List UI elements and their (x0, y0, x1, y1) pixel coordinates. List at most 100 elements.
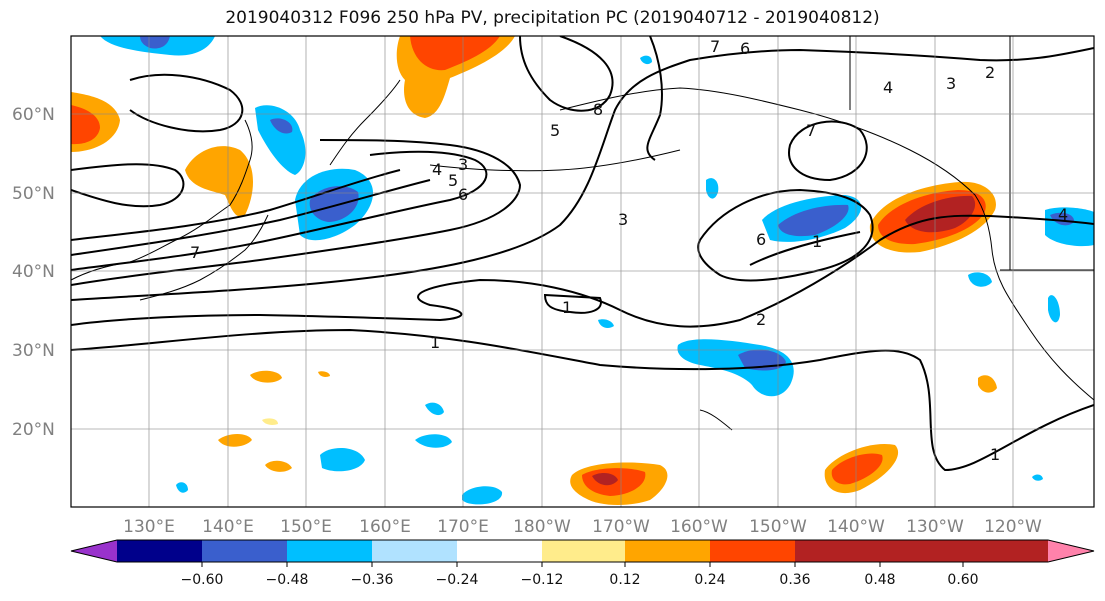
colorbar: −0.60 −0.48 −0.36 −0.24 −0.12 0.12 0.24 … (70, 539, 1095, 588)
lat-label: 50°N (12, 184, 55, 204)
lon-label: 180°W (513, 517, 571, 537)
lon-label: 150°E (280, 517, 332, 537)
precip-negative-patch (968, 272, 992, 287)
contour-label: 5 (550, 121, 560, 140)
precip-negative-patch (270, 118, 293, 134)
precip-positive-patch (905, 195, 976, 233)
map-frame (70, 35, 1095, 508)
precip-negative-patch (176, 482, 188, 493)
contour-label: 1 (430, 333, 440, 352)
lon-label: 160°E (359, 517, 411, 537)
precip-positive-patch (262, 418, 278, 425)
precip-negative-patch (462, 486, 503, 505)
pv-contour-arc (697, 188, 874, 282)
japan-coastline (139, 214, 269, 301)
colorbar-cell (202, 540, 287, 562)
colorbar-cell (795, 540, 880, 562)
lat-label: 30°N (12, 341, 55, 361)
precip-negative-patch (640, 55, 652, 65)
precip-negative-patch (778, 204, 849, 237)
lon-label: 140°W (827, 517, 885, 537)
colorbar-cell-last (880, 540, 963, 562)
colorbar-cell (542, 540, 625, 562)
precip-positive-patch (831, 453, 883, 485)
hawaii-islands (699, 409, 733, 431)
longitude-labels: 130°E 140°E 150°E 160°E 170°E 180°W 170°… (123, 517, 1042, 537)
precip-positive-patch (410, 36, 500, 71)
contour-label: 6 (756, 230, 766, 249)
colorbar-label: −0.48 (266, 572, 309, 588)
pv-contour-6 (71, 179, 431, 256)
contour-label: 2 (985, 63, 995, 82)
colorbar-extend-left (71, 540, 117, 562)
precip-negative-patch (425, 402, 444, 416)
lon-label: 140°E (202, 517, 254, 537)
colorbar-cell (457, 540, 542, 562)
contour-label: 1 (562, 298, 572, 317)
contour-label: 3 (946, 74, 956, 93)
north-america-borders (849, 36, 1094, 271)
graticule (71, 36, 1094, 507)
lon-label: 160°W (670, 517, 728, 537)
colorbar-labels: −0.60 −0.48 −0.36 −0.24 −0.12 0.12 0.24 … (181, 572, 979, 588)
colorbar-label: −0.12 (521, 572, 564, 588)
precip-negative-patch (1045, 207, 1094, 247)
contour-label: 8 (593, 100, 603, 119)
pv-contour-7 (71, 169, 401, 241)
contour-label: 4 (432, 160, 442, 179)
precip-positive-patch (218, 434, 252, 447)
contour-label: 3 (458, 155, 468, 174)
map-plot-area: 1 1 1 1 2 3 3 4 4 5 5 6 6 6 7 7 7 8 3 2 … (71, 36, 1094, 507)
colorbar-cells (117, 540, 880, 562)
pv-contour-5 (71, 150, 488, 271)
precip-positive-patch (250, 370, 282, 383)
precip-negative-patch (1048, 295, 1060, 323)
lon-label: 170°E (437, 517, 489, 537)
contour-label: 6 (458, 185, 468, 204)
precip-negative-patch (320, 448, 365, 472)
lon-label: 170°W (592, 517, 650, 537)
contour-label: 7 (806, 121, 816, 140)
colorbar-cell (372, 540, 457, 562)
colorbar-label: −0.24 (436, 572, 479, 588)
precip-positive-patch (318, 371, 330, 377)
pv-contour-4 (71, 139, 522, 286)
colorbar-extend-right (1048, 540, 1094, 562)
precip-positive-patch (592, 472, 618, 486)
lon-label: 130°E (123, 517, 175, 537)
latitude-labels: 60°N 50°N 40°N 30°N 20°N (12, 105, 55, 440)
colorbar-outline (70, 539, 1095, 563)
map-title: 2019040312 F096 250 hPa PV, precipitatio… (225, 8, 880, 28)
colorbar-cell (287, 540, 372, 562)
colorbar-label: 0.36 (779, 572, 810, 588)
pv-contour-loop-1 (543, 293, 602, 314)
colorbar-label: 0.12 (609, 572, 640, 588)
precip-negative-patch (706, 178, 719, 199)
contour-labels: 1 1 1 1 2 3 3 4 4 5 5 6 6 6 7 7 7 8 3 2 … (190, 37, 1068, 464)
alaska-coastline (559, 87, 1094, 401)
pv-contour-1 (71, 328, 1094, 472)
lon-label: 120°W (984, 517, 1042, 537)
precip-positive-patch (185, 146, 254, 217)
colorbar-label: 0.24 (694, 572, 725, 588)
pv-contour-arc (749, 231, 861, 266)
precip-positive-patch (71, 105, 100, 145)
colorbar-cell (117, 540, 202, 562)
aleutian-islands (429, 149, 681, 172)
precip-positive-patch (978, 375, 997, 393)
contour-label: 5 (448, 171, 458, 190)
contour-label: 1 (812, 232, 822, 251)
precip-negative-patch (140, 36, 170, 49)
lon-label: 130°W (906, 517, 964, 537)
colorbar-cell (625, 540, 710, 562)
contour-label: 6 (740, 39, 750, 58)
colorbar-label: 0.48 (864, 572, 895, 588)
contour-label: 3 (618, 210, 628, 229)
colorbar-ticks (201, 562, 964, 567)
lon-label: 150°W (749, 517, 807, 537)
lat-label: 40°N (12, 262, 55, 282)
contour-label: 7 (710, 37, 720, 56)
contour-label: 4 (883, 78, 893, 97)
contour-label: 2 (756, 310, 766, 329)
